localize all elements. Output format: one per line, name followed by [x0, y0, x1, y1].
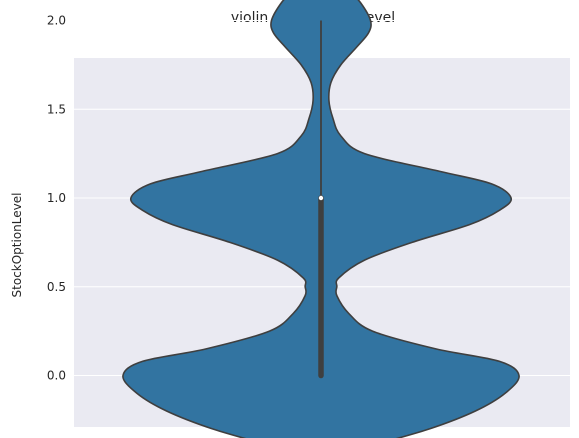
y-tick-label: 2.0 — [47, 14, 66, 28]
y-tick-label: 0.5 — [47, 280, 66, 294]
y-tick-label: 1.5 — [47, 102, 66, 116]
y-tick-label: 1.0 — [47, 191, 66, 205]
y-tick-labels: −0.50.00.51.01.52.02.53.03.5 — [47, 14, 66, 383]
y-axis-label: StockOptionLevel — [10, 193, 24, 298]
median-point — [318, 195, 324, 201]
y-tick-label: 0.0 — [47, 369, 66, 383]
